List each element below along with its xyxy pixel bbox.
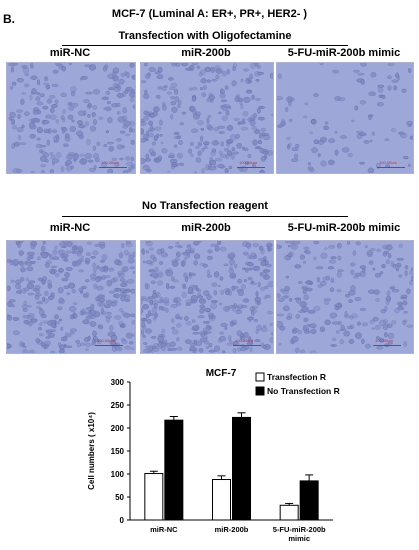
legend-swatch <box>255 372 265 382</box>
section-2-rule <box>62 216 348 217</box>
scale-text: 100.00um <box>101 160 119 165</box>
micrograph-texture <box>277 241 413 353</box>
legend-label: No Transfection R <box>267 386 340 396</box>
x-category-label: 5-FU-miR-200b <box>273 525 326 534</box>
section-1-col-label-2: miR-200b <box>181 47 231 59</box>
y-tick-label: 150 <box>111 447 125 456</box>
scale-text: 100.00um <box>97 338 115 343</box>
y-tick-label: 300 <box>111 378 125 387</box>
y-tick-label: 200 <box>111 424 125 433</box>
error-bar <box>285 502 294 506</box>
figure-title: MCF-7 (Luminal A: ER+, PR+, HER2- ) <box>111 8 308 20</box>
error-bar <box>169 416 178 421</box>
cell-number-chart: MCF-7 Cell numbers ( x10⁴) 0 50 100 150 200 250… <box>87 368 340 543</box>
bar-transfection-r <box>279 504 299 521</box>
micrograph-texture <box>7 241 135 353</box>
legend-label: Transfection R <box>267 372 326 382</box>
micrograph-texture <box>7 63 135 173</box>
section-2-col-label-3: 5-FU-miR-200b mimic <box>287 222 401 234</box>
micrograph-texture <box>277 63 413 173</box>
bar-transfection-r <box>144 473 164 521</box>
y-tick-label: 250 <box>111 401 125 410</box>
error-bar <box>305 474 314 481</box>
x-category-label: miR-NC <box>150 525 178 534</box>
scale-text: 100.00um <box>379 160 397 165</box>
error-bar <box>217 475 226 480</box>
y-tick-label: 50 <box>115 493 124 502</box>
y-axis-label: Cell numbers ( x10⁴) <box>87 412 96 490</box>
micrograph-oligo-mir-nc: 100.00um <box>6 62 136 174</box>
bar-no-transfection-r <box>232 416 251 521</box>
panel-letter: B. <box>3 12 15 26</box>
micrograph-oligo-5fu-mir-200b: 100.00um <box>276 62 414 174</box>
error-bar <box>237 412 246 418</box>
micrograph-noreagent-mir-nc: 100.00um <box>6 240 136 354</box>
y-tick-label: 100 <box>111 470 125 479</box>
x-category-label: mimic <box>288 534 310 543</box>
section-2-col-label-1: miR-NC <box>49 222 91 234</box>
chart-title: MCF-7 <box>206 368 237 379</box>
x-category-label: miR-200b <box>215 525 249 534</box>
bar-transfection-r <box>212 479 231 521</box>
micrograph-texture <box>141 241 273 353</box>
scale-text: 100.00um <box>235 338 253 343</box>
legend-swatch <box>255 386 265 396</box>
micrograph-noreagent-5fu-mir-200b: 100.00um <box>276 240 414 354</box>
section-1-label: Transfection with Oligofectamine <box>118 30 292 42</box>
error-bar <box>149 470 158 474</box>
y-tick-label: 0 <box>120 516 125 525</box>
section-2-col-label-2: miR-200b <box>181 222 231 234</box>
section-1-rule <box>62 45 348 46</box>
section-2-label: No Transfection reagent <box>142 200 268 212</box>
section-1-col-label-1: miR-NC <box>49 47 91 59</box>
scale-text: 100.00um <box>375 338 393 343</box>
bar-no-transfection-r <box>299 480 319 521</box>
micrograph-oligo-mir-200b: 100.00um <box>140 62 274 174</box>
micrograph-texture <box>141 63 273 173</box>
bar-no-transfection-r <box>164 419 184 521</box>
scale-text: 100.00um <box>239 160 257 165</box>
section-1-col-label-3: 5-FU-miR-200b mimic <box>287 47 401 59</box>
micrograph-noreagent-mir-200b: 100.00um <box>140 240 274 354</box>
